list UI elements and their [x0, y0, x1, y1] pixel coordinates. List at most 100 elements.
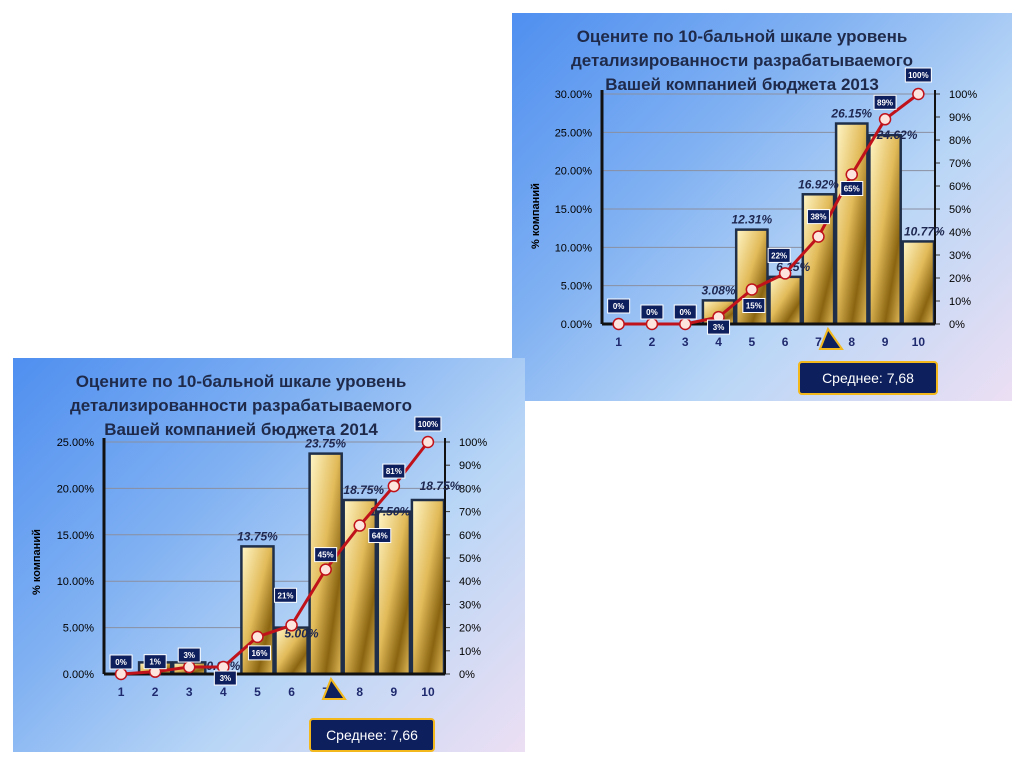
y-tick-label-right: 60%	[459, 530, 481, 542]
cumulative-tag	[673, 304, 697, 320]
bar	[868, 133, 902, 326]
bar-value-label: 17.50%	[369, 505, 410, 519]
cumulative-tag	[742, 298, 766, 313]
y-tick-label-right: 80%	[459, 483, 481, 495]
chart-canvas: 0.00%5.00%10.00%15.00%20.00%25.00%0%10%2…	[57, 416, 487, 700]
cumulative-label: 3%	[713, 323, 725, 332]
cumulative-label: 22%	[771, 251, 787, 260]
bar-value-label: 18.75%	[420, 479, 461, 493]
cumulative-tag	[368, 528, 392, 544]
cumulative-marker	[319, 563, 332, 576]
chart-title: Оцените по 10-бальной шкале уровень дета…	[69, 372, 413, 439]
chart-panel-2013: Оцените по 10-бальной шкале уровень дета…	[512, 13, 1012, 401]
cumulative-label: 16%	[251, 649, 267, 658]
x-tick-label: 4	[220, 685, 227, 699]
average-badge: Среднее: 7,68	[798, 361, 938, 395]
cumulative-tag	[640, 304, 664, 320]
cumulative-label: 0%	[115, 658, 127, 667]
cumulative-tag	[904, 67, 932, 83]
cumulative-label: 1%	[149, 658, 161, 667]
cumulative-marker	[778, 267, 792, 280]
cumulative-label: 45%	[318, 551, 334, 560]
bar-value-label: 18.75%	[343, 483, 384, 497]
bar-value-label: 26.15%	[830, 107, 872, 121]
x-tick-label: 5	[749, 335, 756, 349]
cumulative-tag	[274, 587, 298, 603]
x-tick-label: 2	[649, 335, 656, 349]
cumulative-tag	[607, 298, 631, 314]
chart-title: Оцените по 10-бальной шкале уровень дета…	[570, 27, 914, 94]
cumulative-marker	[679, 317, 692, 331]
y-tick-label-right: 50%	[459, 553, 481, 565]
bar	[410, 498, 446, 676]
cumulative-label: 21%	[278, 591, 294, 600]
x-tick-label: 1	[118, 685, 125, 699]
x-tick-label: 5	[254, 685, 261, 699]
cumulative-marker	[421, 435, 435, 449]
cumulative-marker	[285, 619, 298, 632]
cumulative-label: 3%	[220, 674, 232, 683]
x-tick-label: 9	[882, 335, 889, 349]
cumulative-tag	[109, 654, 133, 670]
cumulative-marker	[912, 87, 925, 101]
chart-panel-2014: Оцените по 10-бальной шкале уровень дета…	[13, 358, 525, 752]
y-tick-label-right: 10%	[459, 646, 481, 658]
bar	[901, 240, 936, 326]
cumulative-tag	[840, 181, 864, 196]
bar	[768, 275, 803, 326]
cumulative-marker	[114, 667, 128, 681]
y-tick-label-right: 20%	[949, 273, 971, 285]
y-tick-label-left: 10.00%	[57, 576, 95, 588]
cumulative-label: 64%	[372, 532, 388, 541]
x-tick-label: 10	[421, 685, 435, 699]
cumulative-label: 100%	[418, 420, 438, 429]
y-tick-label-right: 40%	[459, 576, 481, 588]
y-tick-label-right: 30%	[949, 250, 971, 262]
chart-canvas: 0.00% 5.00% 10.00% 15.00% 20.00% 25.00% 30.00%…	[555, 67, 977, 350]
x-tick-label: 2	[152, 685, 159, 699]
y-tick-label-right: 0%	[459, 669, 475, 681]
cumulative-label: 38%	[810, 213, 826, 222]
y-tick-label-left: 5.00%	[561, 281, 592, 293]
bar-value-label: 24.62%	[876, 128, 918, 142]
cumulative-tag	[247, 645, 271, 661]
x-tick-label: 10	[912, 335, 926, 349]
cumulative-tag	[414, 416, 442, 432]
cumulative-marker	[612, 317, 625, 331]
cumulative-label: 89%	[877, 98, 893, 107]
cumulative-tag	[177, 647, 201, 663]
y-tick-label-left: 15.00%	[57, 530, 95, 542]
y-tick-label-left: 20.00%	[57, 483, 95, 495]
cumulative-marker	[645, 317, 659, 331]
x-tick-label: 9	[391, 685, 398, 699]
y-tick-label-left: 25.00%	[555, 127, 593, 139]
cumulative-tag	[143, 654, 167, 670]
cumulative-label: 3%	[183, 651, 195, 660]
cumulative-marker	[812, 230, 825, 243]
y-tick-label-right: 100%	[949, 89, 977, 101]
cumulative-label: 100%	[908, 71, 928, 80]
cumulative-marker	[745, 283, 759, 296]
y-tick-label-right: 90%	[459, 460, 481, 472]
cumulative-marker	[387, 479, 401, 493]
cumulative-label: 0%	[613, 302, 625, 311]
cumulative-marker	[878, 113, 892, 126]
cumulative-tag	[213, 670, 237, 686]
y-tick-label-left: 5.00%	[63, 623, 94, 635]
cumulative-label: 81%	[386, 467, 402, 476]
y-tick-label-right: 70%	[949, 158, 971, 170]
y-tick-label-left: 0.00%	[63, 669, 94, 681]
y-tick-label-right: 10%	[949, 296, 971, 308]
cumulative-marker	[353, 519, 366, 532]
y-tick-label-left: 15.00%	[555, 204, 593, 216]
y-tick-label-right: 30%	[459, 599, 481, 611]
bar-value-label: 13.75%	[237, 529, 278, 543]
y-tick-label-right: 80%	[949, 135, 971, 147]
x-tick-label: 4	[715, 335, 722, 349]
y-tick-label-right: 0%	[949, 319, 965, 331]
average-pointer	[818, 326, 844, 350]
bar-value-label: 23.75%	[304, 437, 346, 451]
y-tick-label-right: 40%	[949, 227, 971, 239]
bar-value-label: 10.77%	[904, 224, 945, 238]
bar-value-label: 16.92%	[798, 177, 839, 191]
